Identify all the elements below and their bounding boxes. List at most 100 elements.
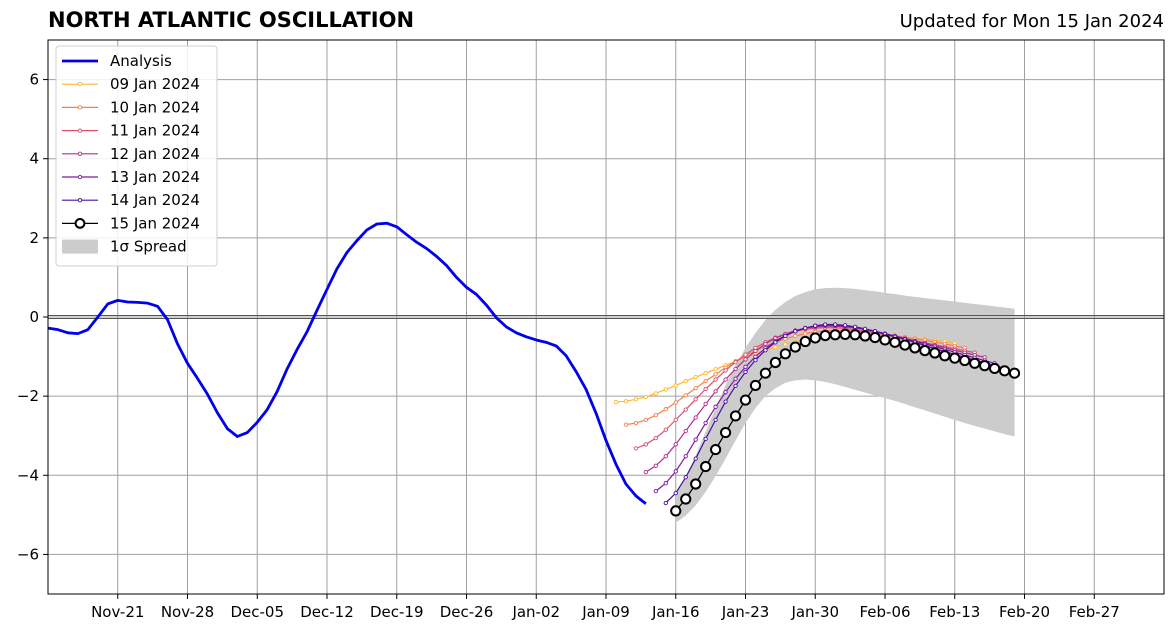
forecast-point [889, 336, 901, 348]
forecast-point [859, 330, 871, 342]
forecast-point [653, 412, 658, 418]
legend-item: 11 Jan 2024 [62, 122, 200, 140]
y-tick-label: −6 [17, 545, 39, 563]
y-tick-label: 2 [29, 229, 39, 247]
forecast-point [693, 374, 698, 380]
forecast-point [663, 427, 668, 432]
forecast-point [700, 460, 712, 473]
forecast-point [829, 329, 841, 341]
forecast-point [793, 329, 798, 334]
forecast-point [653, 391, 658, 396]
legend-item: 14 Jan 2024 [62, 191, 200, 209]
forecast-point [713, 372, 718, 377]
forecast-point [680, 493, 692, 505]
legend-label: 11 Jan 2024 [110, 122, 200, 140]
x-tick-label: Jan-09 [581, 603, 630, 621]
forecast-point [633, 420, 639, 426]
forecast-point [803, 331, 808, 336]
forecast-point [703, 420, 708, 426]
forecast-point [779, 348, 791, 360]
forecast-point [783, 333, 788, 339]
forecast-point [1008, 367, 1021, 379]
forecast-point [919, 345, 931, 357]
forecast-point [939, 350, 951, 362]
forecast-point [763, 341, 768, 347]
forecast-point [743, 364, 748, 370]
legend-label: 09 Jan 2024 [110, 75, 200, 93]
analysis-line [47, 221, 647, 505]
forecast-point [879, 334, 891, 346]
forecast-point [842, 323, 848, 328]
forecast-point [713, 389, 718, 394]
x-tick-label: Dec-26 [440, 603, 494, 621]
y-tick-label: 0 [29, 308, 39, 326]
forecast-point [833, 322, 838, 327]
legend-label: 14 Jan 2024 [110, 191, 200, 209]
forecast-point [949, 352, 961, 364]
forecast-point [703, 401, 708, 407]
forecast-point [969, 357, 981, 369]
legend-label: 12 Jan 2024 [110, 145, 200, 163]
x-tick-label: Dec-12 [300, 603, 354, 621]
x-tick-label: Jan-02 [511, 603, 560, 621]
forecast-point [693, 415, 698, 420]
y-tick-label: 6 [29, 71, 39, 89]
analysis-series-line [47, 221, 647, 505]
forecast-point [683, 475, 688, 480]
forecast-point [733, 376, 738, 381]
legend-swatch [62, 239, 98, 254]
forecast-point [729, 410, 742, 422]
forecast-point [793, 333, 798, 339]
x-tick-label: Feb-06 [859, 603, 910, 621]
forecast-point [783, 342, 788, 347]
forecast-lines [613, 322, 1021, 517]
legend-item: Analysis [62, 52, 172, 70]
forecast-point [673, 469, 678, 474]
forecast-point [663, 500, 668, 506]
forecast-point [959, 354, 971, 367]
forecast-point [723, 390, 728, 395]
forecast-point [743, 357, 748, 362]
forecast-point [613, 399, 619, 405]
legend-item: 10 Jan 2024 [62, 98, 200, 116]
forecast-point [713, 404, 718, 409]
forecast-point [733, 383, 738, 389]
forecast-series [670, 328, 1021, 517]
forecast-point [693, 397, 698, 402]
y-tick-label: −4 [17, 466, 39, 484]
forecast-point [653, 435, 658, 441]
forecast-point [839, 328, 851, 341]
forecast-point [683, 454, 688, 459]
forecast-point [653, 463, 658, 468]
forecast-point [979, 360, 991, 372]
legend-marker [77, 105, 83, 110]
legend-label: 1σ Spread [110, 238, 187, 256]
forecast-point [733, 366, 738, 371]
forecast-point [693, 386, 698, 391]
legend-marker [77, 128, 83, 133]
legend-item: 13 Jan 2024 [62, 168, 200, 186]
legend-marker [77, 151, 83, 156]
forecast-point [713, 417, 718, 423]
y-axis: −6 −4 −2 0 2 4 6 [17, 71, 48, 563]
forecast-point [753, 357, 758, 363]
forecast-point [763, 348, 768, 353]
forecast-point [803, 325, 808, 331]
forecast-point [869, 331, 881, 344]
legend-label: 10 Jan 2024 [110, 98, 200, 116]
forecast-point [723, 368, 728, 373]
x-tick-label: Jan-16 [651, 603, 700, 621]
forecast-point [743, 352, 748, 357]
legend: Analysis 09 Jan 2024 10 Jan 2024 11 Jan 202… [55, 45, 218, 267]
forecast-point [673, 417, 678, 423]
forecast-point [852, 324, 858, 330]
legend-item: 1σ Spread [62, 238, 187, 256]
forecast-point [703, 436, 708, 442]
forecast-point [998, 365, 1011, 377]
forecast-point [909, 342, 921, 354]
forecast-point [703, 378, 708, 384]
forecast-point [623, 422, 629, 427]
forecast-point [683, 428, 688, 434]
forecast-point [713, 377, 718, 382]
